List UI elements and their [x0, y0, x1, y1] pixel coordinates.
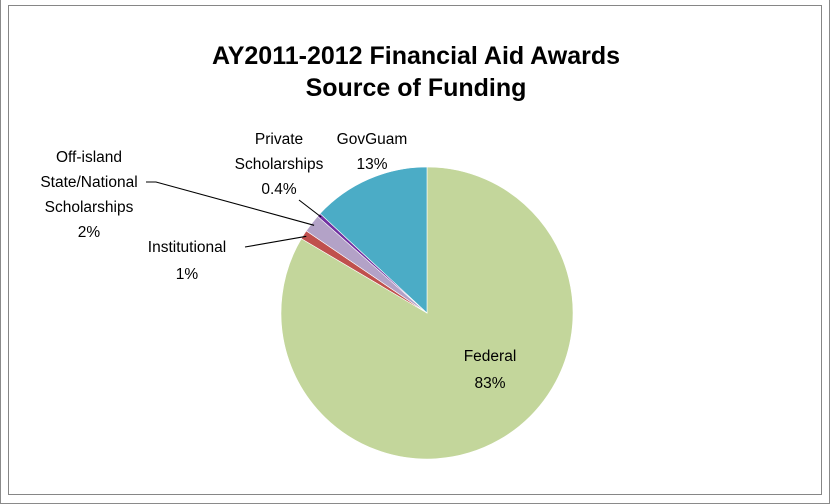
slice-label-offisland-name-1: Off-island	[56, 149, 122, 166]
leader-line-offisland	[146, 181, 315, 226]
leader-line-institutional	[244, 235, 307, 248]
slice-label-private-name-2: Scholarships	[235, 156, 324, 173]
chart-title: AY2011-2012 Financial Aid Awards Source …	[9, 40, 823, 104]
pie-slices	[280, 166, 574, 460]
slice-label-institutional-name: Institutional	[148, 239, 226, 256]
slice-label-offisland-value: 2%	[78, 224, 101, 241]
slice-label-institutional-value: 1%	[176, 266, 199, 283]
slice-label-private-value: 0.4%	[261, 181, 297, 198]
slice-label-federal-value: 83%	[474, 375, 505, 392]
chart-area: AY2011-2012 Financial Aid Awards Source …	[8, 5, 822, 495]
slice-label-private-name-1: Private	[255, 131, 303, 148]
slice-label-offisland-name-2: State/National	[40, 174, 137, 191]
slice-label-govguam-name: GovGuam	[337, 131, 408, 148]
pie-slice-govguam	[319, 166, 428, 314]
pie-chart: Federal 83% Institutional 1% Off-island …	[40, 131, 574, 460]
leader-line-private	[298, 199, 322, 218]
slice-label-federal-name: Federal	[464, 348, 517, 365]
chart-title-line-2: Source of Funding	[305, 74, 527, 102]
chart-title-line-1: AY2011-2012 Financial Aid Awards	[211, 42, 621, 70]
slice-label-offisland-name-3: Scholarships	[45, 199, 134, 216]
leader-lines	[146, 181, 322, 248]
slice-label-govguam-value: 13%	[356, 156, 387, 173]
